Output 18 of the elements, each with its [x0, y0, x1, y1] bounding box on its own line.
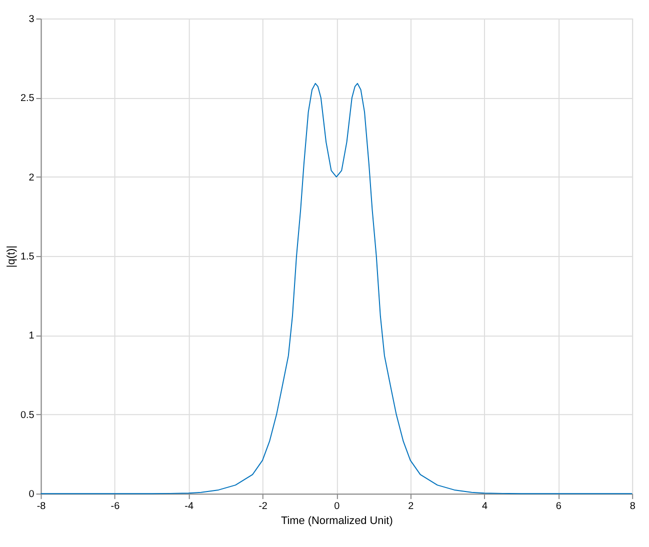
x-tick-label: 2 [408, 501, 414, 512]
x-tick-label: 0 [334, 501, 340, 512]
x-tick-label: 8 [630, 501, 636, 512]
y-tick-label: 1 [28, 330, 35, 342]
y-tick-label: 0 [28, 489, 35, 500]
x-axis-title: Time (Normalized Unit) [280, 514, 393, 527]
y-axis-title: |q(t)| [6, 246, 18, 268]
y-tick-label: 3 [28, 14, 35, 26]
x-tick-label: -8 [36, 501, 46, 512]
x-tick-label: -4 [184, 501, 194, 512]
x-tick-label: 4 [482, 501, 488, 512]
x-tick-label: -2 [258, 501, 268, 512]
y-tick-label: 2.5 [20, 93, 35, 104]
y-tick-label: 1.5 [20, 252, 35, 263]
y-tick-label: 2 [28, 172, 35, 184]
y-tick-label: 0.5 [20, 410, 35, 421]
x-tick-label: -6 [110, 501, 120, 512]
x-tick-label: 6 [556, 501, 562, 512]
